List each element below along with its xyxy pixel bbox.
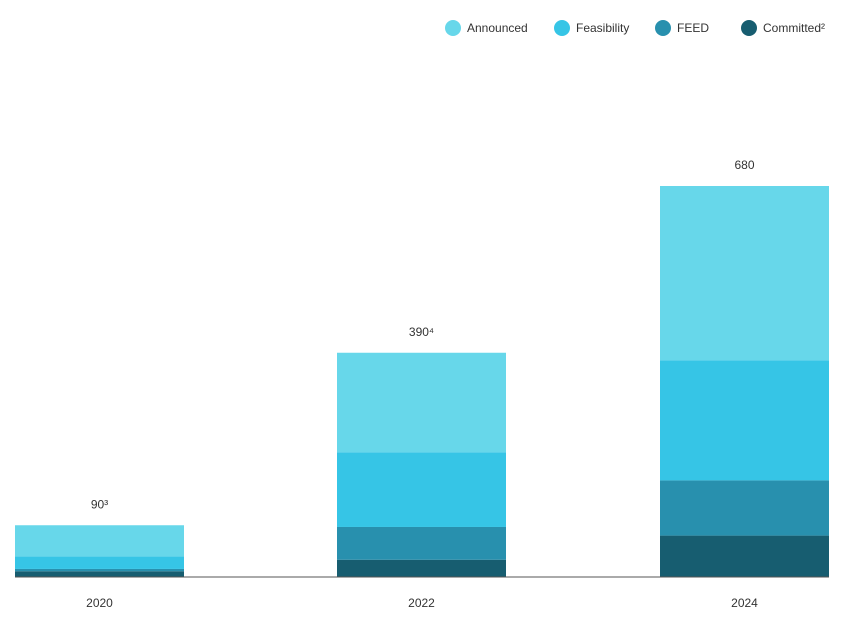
bar-segment [15,568,184,572]
legend-label: FEED [677,21,709,35]
bar-segment [660,535,829,577]
legend-swatch [554,20,570,36]
bar-segment [337,559,506,577]
legend-swatch [655,20,671,36]
total-label: 680 [734,158,754,172]
bar-segment [337,526,506,560]
bar-segment [15,525,184,557]
legend-swatch [741,20,757,36]
bar-segment [15,556,184,569]
bar-segment [660,360,829,481]
x-tick-label: 2024 [731,596,758,610]
bar-segment [337,352,506,453]
legend-label: Committed² [763,21,825,35]
x-tick-label: 2020 [86,596,113,610]
bar-segment [337,452,506,527]
total-label: 390⁴ [409,325,434,339]
legend-swatch [445,20,461,36]
bar-segment [660,186,829,361]
bar-segment [660,480,829,536]
legend-label: Feasibility [576,21,629,35]
x-tick-label: 2022 [408,596,435,610]
bar-segment [15,571,184,577]
legend-label: Announced [467,21,528,35]
total-label: 90³ [91,497,108,511]
